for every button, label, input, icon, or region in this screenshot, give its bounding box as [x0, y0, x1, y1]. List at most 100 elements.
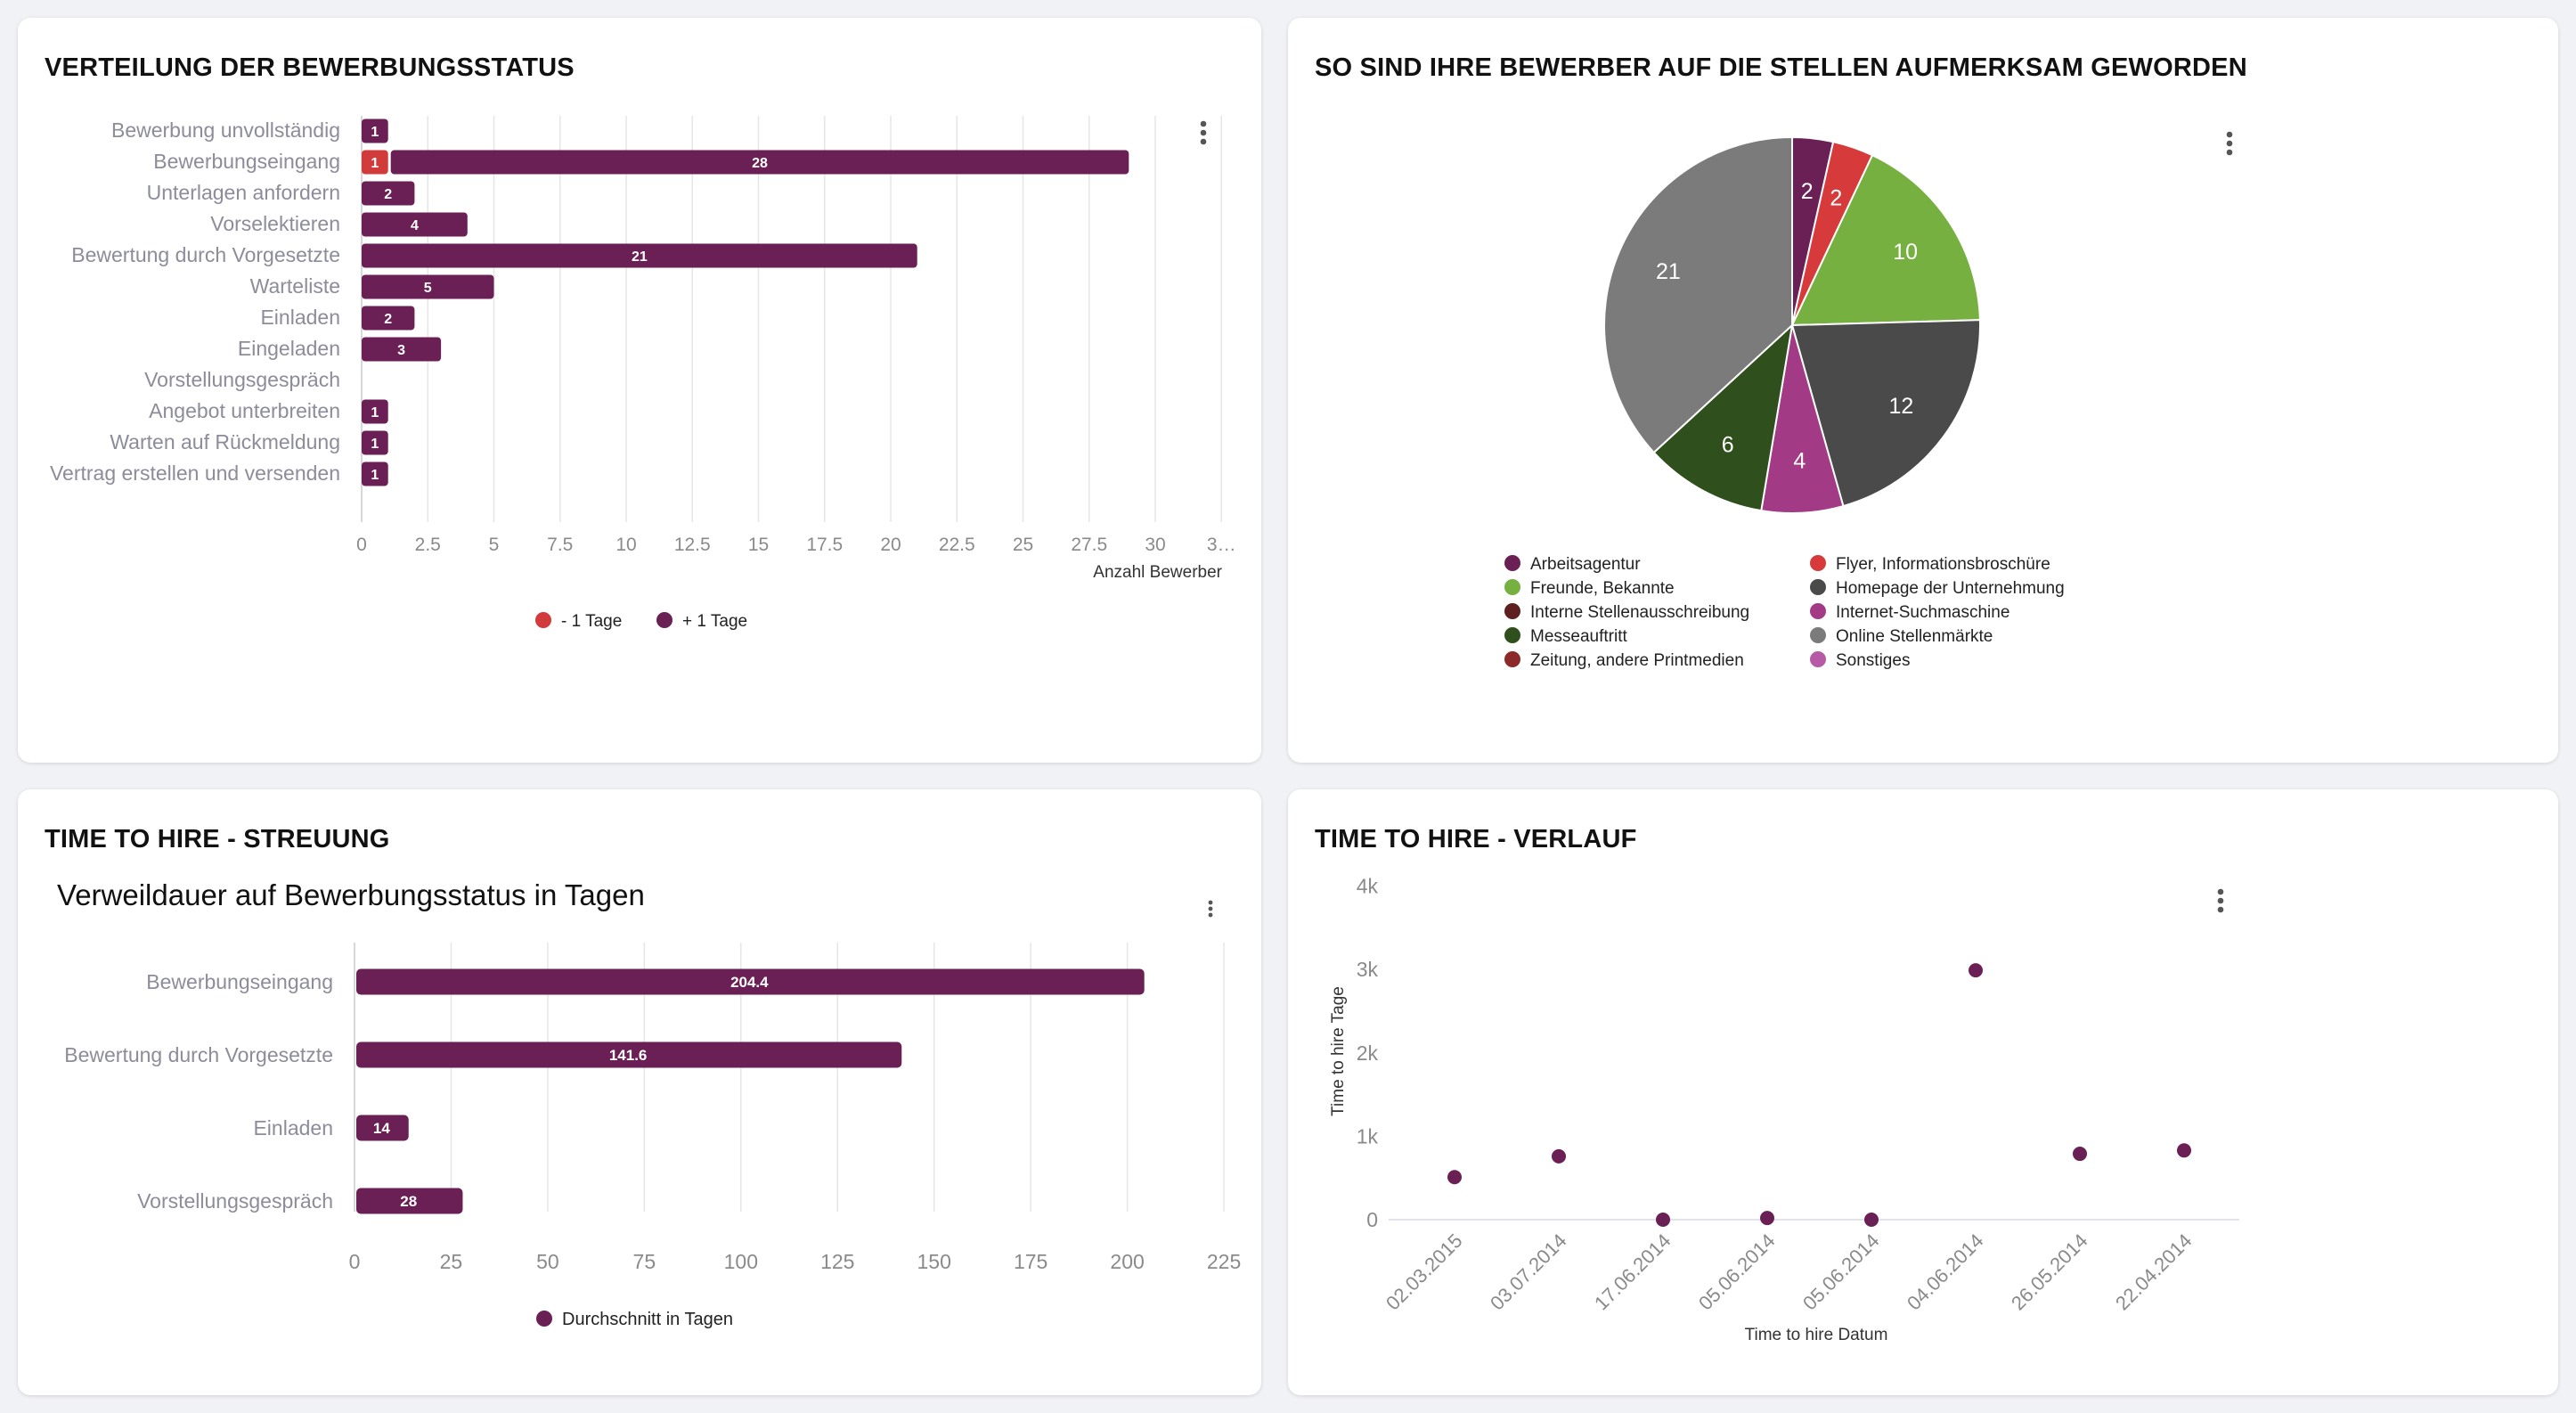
- bar-segment: [362, 150, 388, 175]
- bar-value-label: 204.4: [730, 974, 769, 991]
- pie-value-label: 2: [1830, 185, 1842, 210]
- legend-marker: [656, 612, 673, 628]
- x-tick-label: 17.06.2014: [1590, 1229, 1675, 1315]
- bar-value-label: 1: [371, 437, 379, 452]
- category-label: Bewertung durch Vorgesetzte: [71, 243, 340, 266]
- card-title: TIME TO HIRE - VERLAUF: [1315, 825, 1637, 854]
- y-tick-label: 0: [1366, 1208, 1378, 1231]
- x-tick-label: 22.5: [939, 535, 975, 555]
- trend-scatter-chart: 0 1k 2k 3k 4k Time to hire Tage Time to hire D…: [1329, 875, 2239, 1344]
- pie-value-label: 6: [1722, 433, 1734, 458]
- x-tick-label: 7.5: [547, 535, 573, 555]
- x-tick-label: 04.06.2014: [1903, 1229, 1988, 1315]
- legend-label: Internet-Suchmaschine: [1836, 603, 2009, 622]
- pie-slice: [1790, 153, 1981, 327]
- x-tick-label: 20: [880, 535, 901, 555]
- bar-value-label: 1: [371, 156, 379, 171]
- legend-marker: [1504, 579, 1520, 595]
- x-tick-label: 125: [820, 1250, 854, 1273]
- legend-marker: [536, 1311, 552, 1327]
- x-tick-label: 15: [748, 535, 769, 555]
- category-label: Vertrag erstellen und versenden: [50, 461, 340, 485]
- status-bar-chart: 0 2.5 5 7.5 10 12.5 15 17.5 20 22.5 25 27.5 30 3…Anza…: [50, 116, 1236, 631]
- x-tick-label: 26.05.2014: [2007, 1229, 2092, 1315]
- pie-slice: [1652, 323, 1794, 512]
- chart-menu-icon[interactable]: [1197, 118, 1210, 156]
- bar-segment: [362, 274, 494, 299]
- legend-label: Arbeitsagentur: [1530, 555, 1641, 574]
- x-tick-label: 0: [356, 535, 367, 555]
- bar-value-label: 5: [424, 281, 432, 296]
- spread-bar-chart: Verweildauer auf Bewerbungsstatus in Tag…: [57, 878, 1241, 1329]
- bar-value-label: 2: [384, 312, 392, 327]
- category-label: Warteliste: [250, 274, 340, 298]
- y-tick-label: 4k: [1357, 875, 1379, 898]
- legend-label: Freunde, Bekannte: [1530, 579, 1675, 598]
- x-tick-label: 05.06.2014: [1798, 1229, 1884, 1315]
- bar-value-label: 141.6: [609, 1047, 648, 1064]
- category-label: Vorselektieren: [210, 212, 340, 235]
- category-label: Bewerbungseingang: [146, 970, 333, 993]
- pie-value-label: 12: [1889, 394, 1914, 419]
- x-axis-title: Anzahl Bewerber: [1093, 563, 1222, 582]
- x-tick-label: 50: [536, 1250, 559, 1273]
- category-label: Einladen: [253, 1116, 333, 1139]
- card-time-to-hire-trend: TIME TO HIRE - VERLAUF 0 1k 2k 3k 4k Time to …: [1288, 789, 2558, 1395]
- legend-label: Durchschnitt in Tagen: [562, 1310, 733, 1329]
- legend-label: Online Stellenmärkte: [1836, 627, 1993, 646]
- sources-pie-chart: 2 2 10 12 4 6 21 Arbeitsagentur Flyer, Informati…: [1504, 135, 2065, 670]
- bar-value-label: 28: [752, 156, 768, 171]
- x-tick-label: 10: [615, 535, 636, 555]
- data-point: [1760, 1211, 1774, 1226]
- legend-marker: [1810, 579, 1826, 595]
- pie-value-label: 4: [1793, 449, 1806, 474]
- chart-menu-icon[interactable]: [2223, 128, 2236, 167]
- data-point: [2177, 1143, 2191, 1158]
- bar-segment: [362, 181, 415, 206]
- bar-segment: [362, 118, 388, 143]
- bar-value-label: 4: [411, 218, 419, 233]
- data-point: [1969, 963, 1983, 978]
- x-tick-label: 3…: [1207, 535, 1236, 555]
- legend-marker: [1504, 603, 1520, 619]
- x-tick-label: 02.03.2015: [1382, 1229, 1467, 1315]
- bar-segment: [362, 399, 388, 424]
- data-point: [1447, 1170, 1462, 1185]
- bar-value-label: 2: [384, 187, 392, 202]
- x-axis-title: Time to hire Datum: [1745, 1326, 1888, 1344]
- category-label: Bewertung durch Vorgesetzte: [64, 1043, 333, 1066]
- bar: [356, 1188, 463, 1214]
- chart-menu-icon[interactable]: [2214, 886, 2227, 924]
- bar: [356, 968, 1145, 995]
- bar-value-label: 1: [371, 125, 379, 140]
- chart-menu-icon[interactable]: [1206, 898, 1215, 927]
- x-tick-label: 150: [917, 1250, 951, 1273]
- category-label: Bewerbung unvollständig: [111, 118, 340, 142]
- pie-value-label: 10: [1893, 240, 1918, 265]
- x-tick-label: 2.5: [415, 535, 441, 555]
- legend-marker: [1810, 603, 1826, 619]
- legend-marker: [1504, 627, 1520, 643]
- bar: [356, 1041, 902, 1068]
- bar-value-label: 14: [373, 1120, 390, 1137]
- pie-slice: [1790, 319, 1981, 508]
- pie-value-label: 21: [1656, 259, 1681, 284]
- x-tick-label: 0: [349, 1250, 361, 1273]
- x-tick-label: 75: [633, 1250, 656, 1273]
- x-tick-label: 17.5: [806, 535, 843, 555]
- x-tick-label: 03.07.2014: [1486, 1229, 1571, 1315]
- x-tick-label: 22.04.2014: [2111, 1229, 2197, 1315]
- bar: [356, 1115, 409, 1141]
- category-label: Einladen: [260, 306, 340, 329]
- x-tick-label: 25: [440, 1250, 463, 1273]
- legend-marker: [1810, 651, 1826, 667]
- bar-segment: [362, 461, 388, 486]
- card-applicant-sources: SO SIND IHRE BEWERBER AUF DIE STELLEN AU…: [1288, 18, 2558, 763]
- bar-segment: [390, 150, 1129, 175]
- bar-segment: [362, 212, 468, 237]
- legend-label: Interne Stellenausschreibung: [1530, 603, 1749, 622]
- bar-value-label: 28: [400, 1193, 417, 1210]
- bar-segment: [362, 306, 415, 331]
- x-tick-label: 225: [1207, 1250, 1241, 1273]
- x-tick-label: 12.5: [674, 535, 711, 555]
